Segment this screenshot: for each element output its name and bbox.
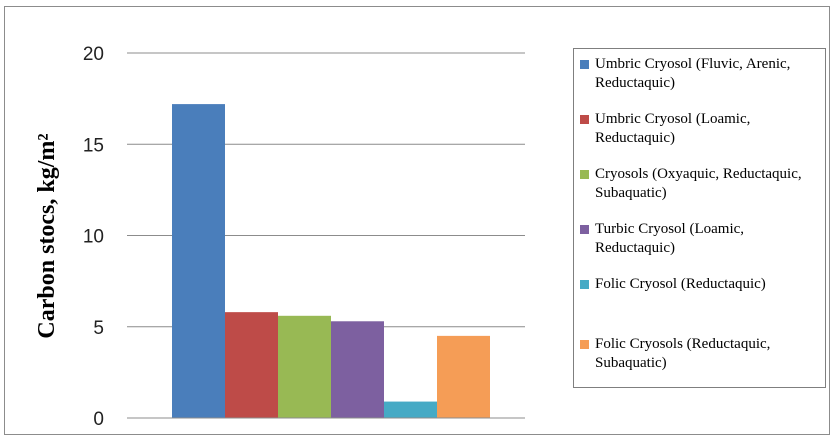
y-axis-title: Carbon stocs, kg/m² (34, 133, 60, 338)
legend-label: Folic Cryosols (Reductaquic, Subaquatic) (595, 336, 771, 371)
y-tick-label: 0 (93, 409, 104, 430)
bar-3 (278, 315, 331, 418)
legend-item: Folic Cryosols (Reductaquic, Subaquatic) (580, 335, 825, 373)
legend-swatch (580, 60, 589, 69)
bar-5 (384, 401, 437, 418)
bar-4 (331, 321, 384, 418)
bar-6 (437, 335, 490, 418)
legend-swatch (580, 280, 589, 289)
y-tick-label: 5 (93, 318, 104, 339)
y-tick-labels: 0 5 10 15 20 (83, 44, 104, 430)
legend-swatch (580, 340, 589, 349)
legend-swatch (580, 115, 589, 124)
legend-item: Umbric Cryosol (Fluvic, Arenic, Reductaq… (580, 55, 825, 93)
legend-item: Umbric Cryosol (Loamic, Reductaquic) (580, 110, 825, 148)
bar-2 (225, 312, 278, 418)
legend-label: Turbic Cryosol (Loamic, Reductaquic) (595, 221, 745, 256)
legend-swatch (580, 170, 589, 179)
legend-item: Folic Cryosol (Reductaquic) (580, 275, 825, 294)
legend-label: Cryosols (Oxyaquic, Reductaquic, Subaqua… (595, 166, 802, 201)
legend-label: Umbric Cryosol (Fluvic, Arenic, Reductaq… (595, 56, 791, 91)
bar-1 (172, 104, 225, 418)
y-tick-label: 15 (83, 135, 104, 156)
y-tick-label: 10 (83, 227, 104, 248)
legend: Umbric Cryosol (Fluvic, Arenic, Reductaq… (573, 48, 826, 388)
bars (172, 104, 490, 418)
legend-label: Folic Cryosol (Reductaquic) (595, 276, 766, 292)
legend-item: Turbic Cryosol (Loamic, Reductaquic) (580, 220, 825, 258)
legend-swatch (580, 225, 589, 234)
legend-label: Umbric Cryosol (Loamic, Reductaquic) (595, 111, 751, 146)
legend-item: Cryosols (Oxyaquic, Reductaquic, Subaqua… (580, 165, 825, 203)
y-tick-label: 20 (83, 44, 104, 65)
